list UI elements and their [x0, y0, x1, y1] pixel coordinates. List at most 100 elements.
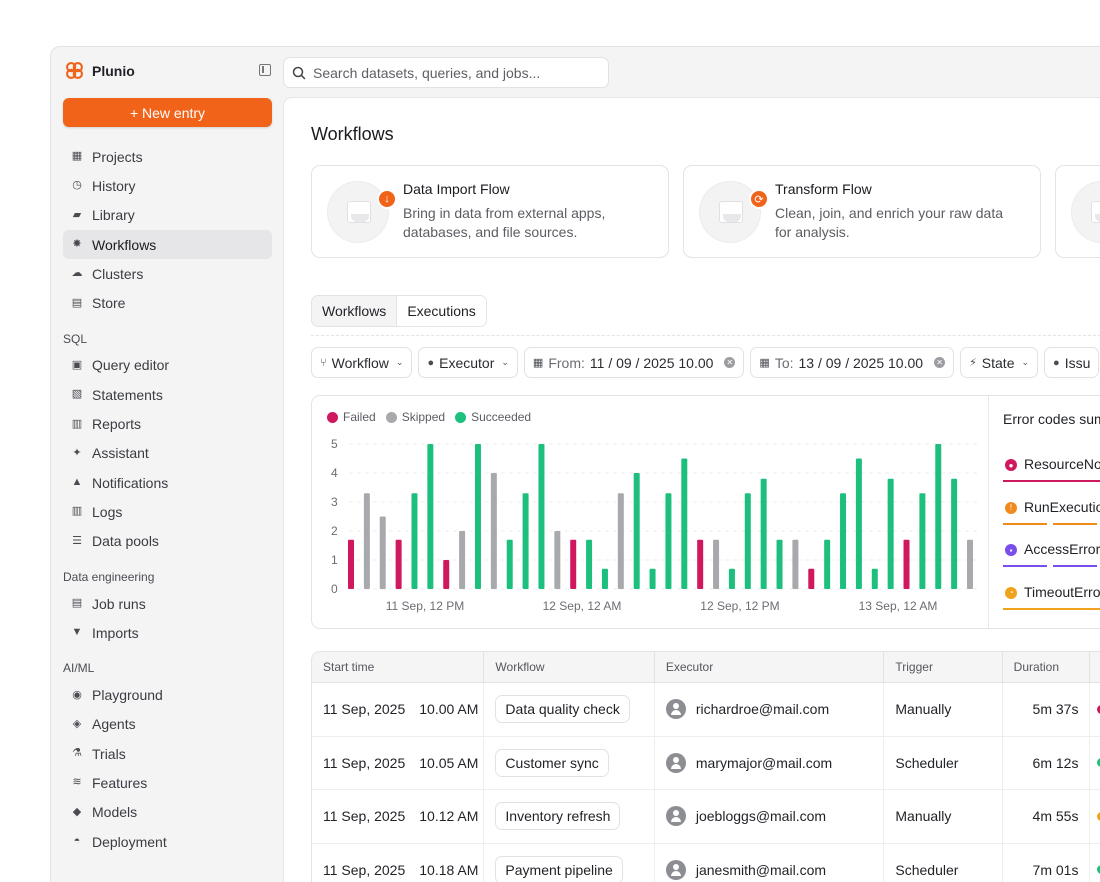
- sidebar-item-playground[interactable]: ◉ Playground: [63, 680, 272, 709]
- sidebar-item-statements[interactable]: ▧ Statements: [63, 380, 272, 409]
- bar-succeeded[interactable]: [728, 568, 735, 589]
- search-bar[interactable]: Search datasets, queries, and jobs...: [283, 57, 609, 88]
- bar-succeeded[interactable]: [681, 458, 688, 590]
- bar-succeeded[interactable]: [474, 444, 481, 589]
- sidebar-toggle-icon[interactable]: [259, 64, 271, 76]
- sidebar-item-features[interactable]: ≋ Features: [63, 768, 272, 797]
- bar-succeeded[interactable]: [633, 473, 640, 589]
- tab-workflows[interactable]: Workflows: [322, 303, 387, 319]
- new-entry-button[interactable]: + New entry: [63, 98, 272, 127]
- sidebar-item-agents[interactable]: ◈ Agents: [63, 710, 272, 739]
- sidebar-item-job-runs[interactable]: ▤ Job runs: [63, 589, 272, 618]
- bar-failed[interactable]: [348, 539, 354, 589]
- error-code-item[interactable]: ▪ AccessError: [1003, 539, 1100, 569]
- sidebar-item-logs[interactable]: ▥ Logs: [63, 497, 272, 526]
- executor-filter[interactable]: ● Executor ⌄: [418, 347, 518, 378]
- sidebar-item-library[interactable]: ▰ Library: [63, 201, 272, 230]
- error-code-item[interactable]: ● ResourceNo: [1003, 454, 1100, 484]
- legend-item-failed[interactable]: Failed: [327, 410, 376, 424]
- col-workflow[interactable]: Workflow: [484, 652, 655, 682]
- bar-succeeded[interactable]: [760, 478, 767, 589]
- bar-succeeded[interactable]: [855, 458, 862, 590]
- col-duration[interactable]: Duration: [1003, 652, 1091, 682]
- bar-succeeded[interactable]: [887, 478, 894, 589]
- bar-failed[interactable]: [443, 560, 450, 589]
- legend-item-succeeded[interactable]: Succeeded: [455, 410, 531, 424]
- sidebar-item-trials[interactable]: ⚗ Trials: [63, 739, 272, 768]
- bar-succeeded[interactable]: [538, 444, 545, 589]
- bar-succeeded[interactable]: [427, 444, 434, 589]
- sidebar-item-imports[interactable]: ▼ Imports: [63, 618, 272, 647]
- bar-succeeded[interactable]: [601, 568, 608, 589]
- workflow-pill[interactable]: Inventory refresh: [495, 802, 621, 831]
- bar-succeeded[interactable]: [411, 493, 418, 589]
- bar-skipped[interactable]: [379, 516, 386, 590]
- to-date-filter[interactable]: ▦ To: 13 / 09 / 2025 10.00 ✕: [750, 347, 955, 378]
- sidebar-item-store[interactable]: ▤ Store: [63, 288, 272, 317]
- workflow-card-transform[interactable]: ⟳ Transform Flow Clean, join, and enrich…: [683, 165, 1041, 258]
- bar-succeeded[interactable]: [665, 493, 672, 589]
- sidebar-item-clusters[interactable]: ☁ Clusters: [63, 259, 272, 288]
- bar-succeeded[interactable]: [744, 493, 751, 589]
- sidebar-item-data-pools[interactable]: ☰ Data pools: [63, 527, 272, 556]
- table-row[interactable]: 11 Sep, 2025 10.18 AM Payment pipeline jane…: [312, 843, 1100, 882]
- sidebar-item-query-editor[interactable]: ▣ Query editor: [63, 351, 272, 380]
- brand[interactable]: Plunio: [65, 61, 135, 80]
- sidebar-item-projects[interactable]: ▦ Projects: [63, 142, 272, 171]
- legend-item-skipped[interactable]: Skipped: [385, 410, 445, 424]
- table-row[interactable]: 11 Sep, 2025 10.12 AM Inventory refresh joe…: [312, 790, 1100, 844]
- tab-executions[interactable]: Executions: [396, 296, 486, 326]
- bar-skipped[interactable]: [713, 539, 720, 589]
- bar-succeeded[interactable]: [840, 493, 847, 589]
- col-executor[interactable]: Executor: [655, 652, 885, 682]
- sidebar-item-reports[interactable]: ▥ Reports: [63, 409, 272, 438]
- bar-failed[interactable]: [570, 539, 577, 589]
- state-filter[interactable]: ⚡ State ⌄: [960, 347, 1039, 378]
- workflow-pill[interactable]: Payment pipeline: [495, 855, 623, 882]
- bar-failed[interactable]: [697, 539, 704, 589]
- col-start-time[interactable]: Start time: [312, 652, 485, 682]
- workflow-card-data-import[interactable]: ↓ Data Import Flow Bring in data from ex…: [311, 165, 669, 258]
- bar-skipped[interactable]: [617, 493, 624, 589]
- clear-icon[interactable]: ✕: [934, 357, 946, 368]
- bar-succeeded[interactable]: [824, 539, 831, 589]
- bar-succeeded[interactable]: [935, 444, 942, 589]
- bar-succeeded[interactable]: [871, 568, 878, 589]
- sidebar-item-history[interactable]: ◷ History: [63, 171, 272, 200]
- bar-skipped[interactable]: [363, 493, 370, 589]
- col-trigger[interactable]: Trigger: [884, 652, 1003, 682]
- sidebar-item-deployment[interactable]: ◓ Deployment: [63, 827, 272, 856]
- issues-filter[interactable]: ● Issu: [1044, 347, 1100, 378]
- bar-skipped[interactable]: [967, 539, 973, 589]
- bar-failed[interactable]: [395, 539, 402, 589]
- bar-succeeded[interactable]: [919, 493, 926, 589]
- bar-skipped[interactable]: [490, 473, 497, 589]
- workflow-filter[interactable]: ⑂ Workflow ⌄: [311, 347, 413, 378]
- workflow-pill[interactable]: Data quality check: [495, 695, 630, 724]
- bar-succeeded[interactable]: [506, 539, 513, 589]
- error-code-item[interactable]: ! RunExecutio: [1003, 497, 1100, 527]
- workflow-pill[interactable]: Customer sync: [495, 748, 609, 777]
- bar-succeeded[interactable]: [776, 539, 783, 589]
- table-row[interactable]: 11 Sep, 2025 10.05 AM Customer sync marymaj…: [312, 736, 1100, 790]
- sidebar-item-assistant[interactable]: ✦ Assistant: [63, 439, 272, 468]
- bar-skipped[interactable]: [459, 531, 466, 589]
- bar-skipped[interactable]: [792, 539, 799, 589]
- error-code-item[interactable]: ◔ TimeoutErro: [1003, 582, 1100, 612]
- search-input[interactable]: Search datasets, queries, and jobs...: [313, 64, 541, 81]
- bar-failed[interactable]: [808, 568, 815, 589]
- bar-failed[interactable]: [903, 539, 910, 589]
- table-row[interactable]: 11 Sep, 2025 10.00 AM Data quality check ri…: [312, 683, 1100, 737]
- workflow-card-partial[interactable]: [1055, 165, 1100, 258]
- bar-succeeded[interactable]: [649, 568, 656, 589]
- bar-skipped[interactable]: [554, 531, 561, 589]
- sidebar-item-notifications[interactable]: ▲ Notifications: [63, 468, 272, 497]
- bar-succeeded[interactable]: [522, 493, 529, 589]
- from-date-filter[interactable]: ▦ From: 11 / 09 / 2025 10.00 ✕: [523, 347, 745, 378]
- sidebar-item-models[interactable]: ◆ Models: [63, 798, 272, 827]
- clear-icon[interactable]: ✕: [724, 357, 736, 368]
- bar-succeeded[interactable]: [586, 539, 593, 589]
- col-status[interactable]: S: [1090, 652, 1100, 682]
- bar-succeeded[interactable]: [951, 478, 958, 589]
- sidebar-item-workflows[interactable]: ✸ Workflows: [63, 229, 272, 260]
